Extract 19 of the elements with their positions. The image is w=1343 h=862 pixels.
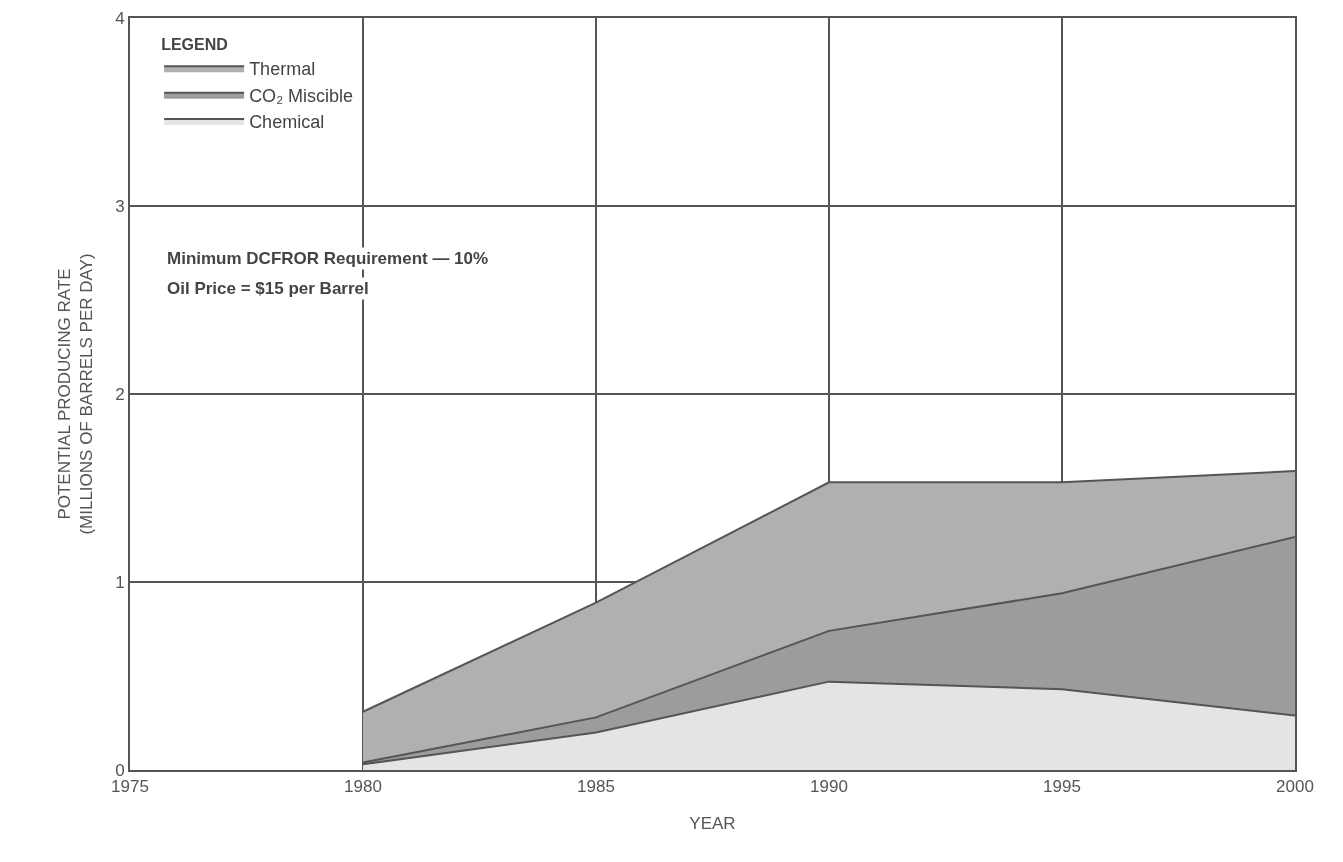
y-tick-label: 2 [115,384,125,404]
y-tick-label: 1 [115,572,125,592]
y-tick-label: 4 [115,8,125,28]
legend-label: Chemical [249,112,325,133]
annotation: Oil Price = $15 per Barrel [167,279,369,298]
x-tick-label: 2000 [1276,777,1314,797]
y-axis-title: POTENTIAL PRODUCING RATE (MILLIONS OF BARRELS PER DAY) [55,253,97,535]
legend-title: LEGEND [161,36,228,54]
legend-label: CO₂ Miscible [249,85,354,106]
y-tick-label: 0 [115,760,125,780]
x-tick-label: 1975 [111,777,149,797]
x-tick-label: 1985 [577,777,615,797]
x-tick-label: 1995 [1043,777,1081,797]
x-tick-label: 1980 [344,777,382,797]
x-axis-title: YEAR [689,814,736,834]
x-tick-label: 1990 [810,777,848,797]
legend-label: Thermal [249,59,316,80]
annotation: Minimum DCFROR Requirement — 10% [167,249,489,268]
y-tick-label: 3 [115,196,125,216]
